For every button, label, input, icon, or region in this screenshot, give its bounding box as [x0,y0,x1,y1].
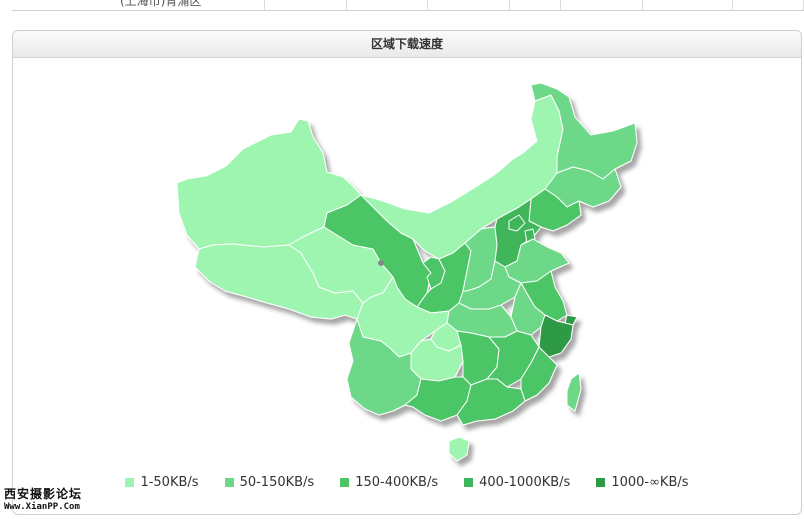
legend-swatch [224,478,234,487]
legend-swatch [596,478,606,487]
legend-label: 150-400KB/s [355,475,439,490]
partial-cell-text: (上海市)青浦区 [120,0,202,8]
legend-label: 50-150KB/s [239,475,315,490]
legend-swatch [340,478,350,487]
table-cell [428,0,510,10]
table-cell [643,0,733,10]
region-hainan[interactable] [448,436,470,462]
region-fujian[interactable] [520,346,558,402]
region-taiwan[interactable] [566,372,582,412]
legend-item: 50-150KB/s [224,475,315,490]
legend-swatch [125,478,135,487]
legend-item: 150-400KB/s [340,475,438,490]
legend-item: 1000-∞KB/s [596,475,689,490]
legend-label: 1000-∞KB/s [611,475,689,490]
table-cell: (上海市)青浦区 [12,0,265,10]
region-beijing[interactable] [508,214,526,232]
map-legend: 1-50KB/s 50-150KB/s 150-400KB/s 400-1000… [13,475,801,490]
top-table-row: (上海市)青浦区 [12,0,804,11]
table-cell [510,0,561,10]
legend-swatch [464,478,474,487]
lake-marker [378,260,384,266]
table-cell [561,0,643,10]
legend-label: 400-1000KB/s [479,475,571,490]
region-speed-panel: 区域下载速度 [12,30,802,515]
region-guangdong[interactable] [456,378,526,426]
table-cell [265,0,347,10]
legend-label: 1-50KB/s [140,475,199,490]
region-zhejiang[interactable] [538,314,574,358]
table-cell [347,0,428,10]
watermark: 西安摄影论坛 Www.XianPP.Com [4,485,96,512]
table-cell [733,0,804,10]
watermark-title: 西安摄影论坛 [4,487,83,501]
china-map [176,82,638,462]
watermark-url: Www.XianPP.Com [4,502,80,512]
region-heilongjiang[interactable] [530,82,638,180]
legend-item: 400-1000KB/s [464,475,570,490]
legend-item: 1-50KB/s [125,475,199,490]
panel-title: 区域下载速度 [13,31,801,58]
